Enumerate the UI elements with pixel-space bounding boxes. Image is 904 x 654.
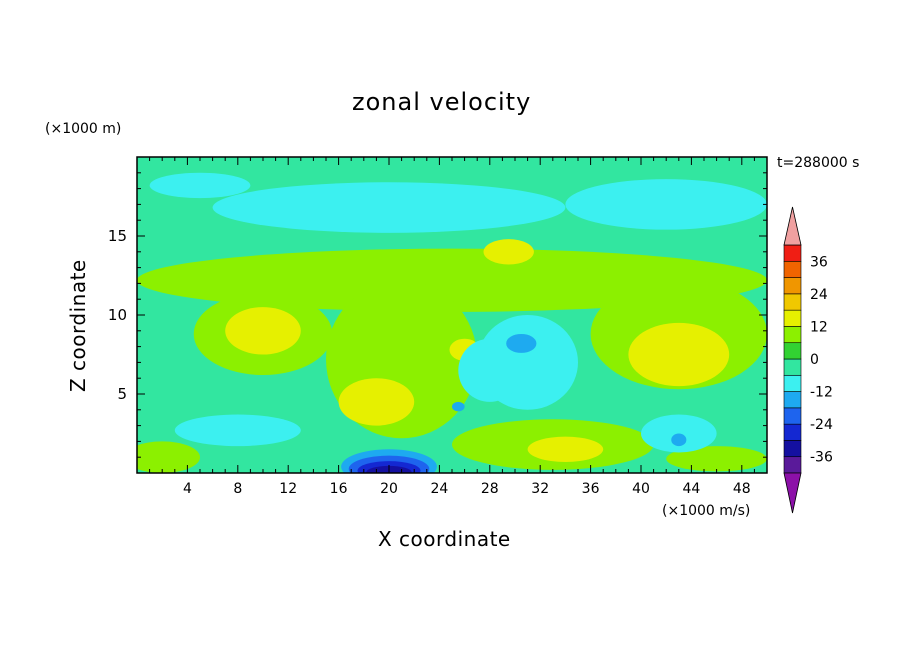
colorbar-swatch <box>783 407 802 425</box>
y-tick-label: 5 <box>117 385 127 403</box>
contour-region <box>506 333 537 353</box>
contour-region <box>212 182 566 233</box>
x-tick-label: 24 <box>430 481 448 497</box>
contour-region <box>452 401 465 412</box>
colorbar-under-arrow <box>783 472 802 514</box>
x-tick-label: 48 <box>733 481 751 497</box>
colorbar-swatch <box>783 358 802 376</box>
colorbar-swatch <box>783 326 802 344</box>
y-tick-label: 10 <box>108 306 127 324</box>
colorbar-tick-label: 36 <box>810 254 828 270</box>
x-tick-label: 20 <box>380 481 398 497</box>
x-tick-label: 32 <box>531 481 549 497</box>
contour-region <box>527 436 604 462</box>
colorbar-swatch <box>783 244 802 262</box>
colorbar-swatch <box>783 277 802 295</box>
x-tick-label: 28 <box>481 481 499 497</box>
y-tick-label: 15 <box>108 227 127 245</box>
x-tick-label: 12 <box>279 481 297 497</box>
colorbar-swatch <box>783 440 802 458</box>
colorbar-tick-label: -12 <box>810 385 833 401</box>
chart-title: zonal velocity <box>352 88 532 116</box>
colorbar-tick-label: 12 <box>810 319 828 335</box>
contour-region <box>483 239 534 265</box>
x-tick-label: 16 <box>330 481 348 497</box>
colorbar-tick-label: -24 <box>810 417 833 433</box>
colorbar-swatch <box>783 374 802 392</box>
contour-region <box>628 322 730 387</box>
x-tick-label: 8 <box>233 481 242 497</box>
colorbar-swatch <box>783 423 802 441</box>
x-tick-label: 44 <box>682 481 700 497</box>
colorbar-swatch <box>783 456 802 474</box>
colorbar-swatch <box>783 342 802 360</box>
y-axis-unit-label: (×1000 m) <box>45 121 122 137</box>
colorbar-tick-label: -36 <box>810 450 833 466</box>
colorbar-swatch <box>783 391 802 409</box>
colorbar-over-arrow <box>783 206 802 246</box>
x-tick-label: 40 <box>632 481 650 497</box>
contour-region <box>338 378 415 426</box>
x-tick-label: 36 <box>582 481 600 497</box>
colorbar-tick-label: 0 <box>810 352 819 368</box>
colorbar: -36 -24 -12 0 12 24 36 <box>783 206 833 514</box>
colorbar-swatch <box>783 309 802 327</box>
contour-region <box>439 251 591 300</box>
contour-region <box>149 172 251 199</box>
x-tick-label: 4 <box>183 481 192 497</box>
contour-region <box>671 433 687 447</box>
contour-region <box>458 338 522 402</box>
contour-field <box>137 157 767 473</box>
colorbar-tick-label: 24 <box>810 287 828 303</box>
contour-region <box>641 414 717 453</box>
colorbar-swatch <box>783 260 802 278</box>
x-axis-label: X coordinate <box>378 527 511 551</box>
contour-region <box>565 179 767 230</box>
contour-region <box>174 414 301 447</box>
x-axis-unit-label: (×1000 m/s) <box>662 503 751 519</box>
contour-region <box>225 307 301 355</box>
contour-region <box>137 441 200 473</box>
colorbar-swatch <box>783 293 802 311</box>
time-label: t=288000 s <box>777 155 860 171</box>
